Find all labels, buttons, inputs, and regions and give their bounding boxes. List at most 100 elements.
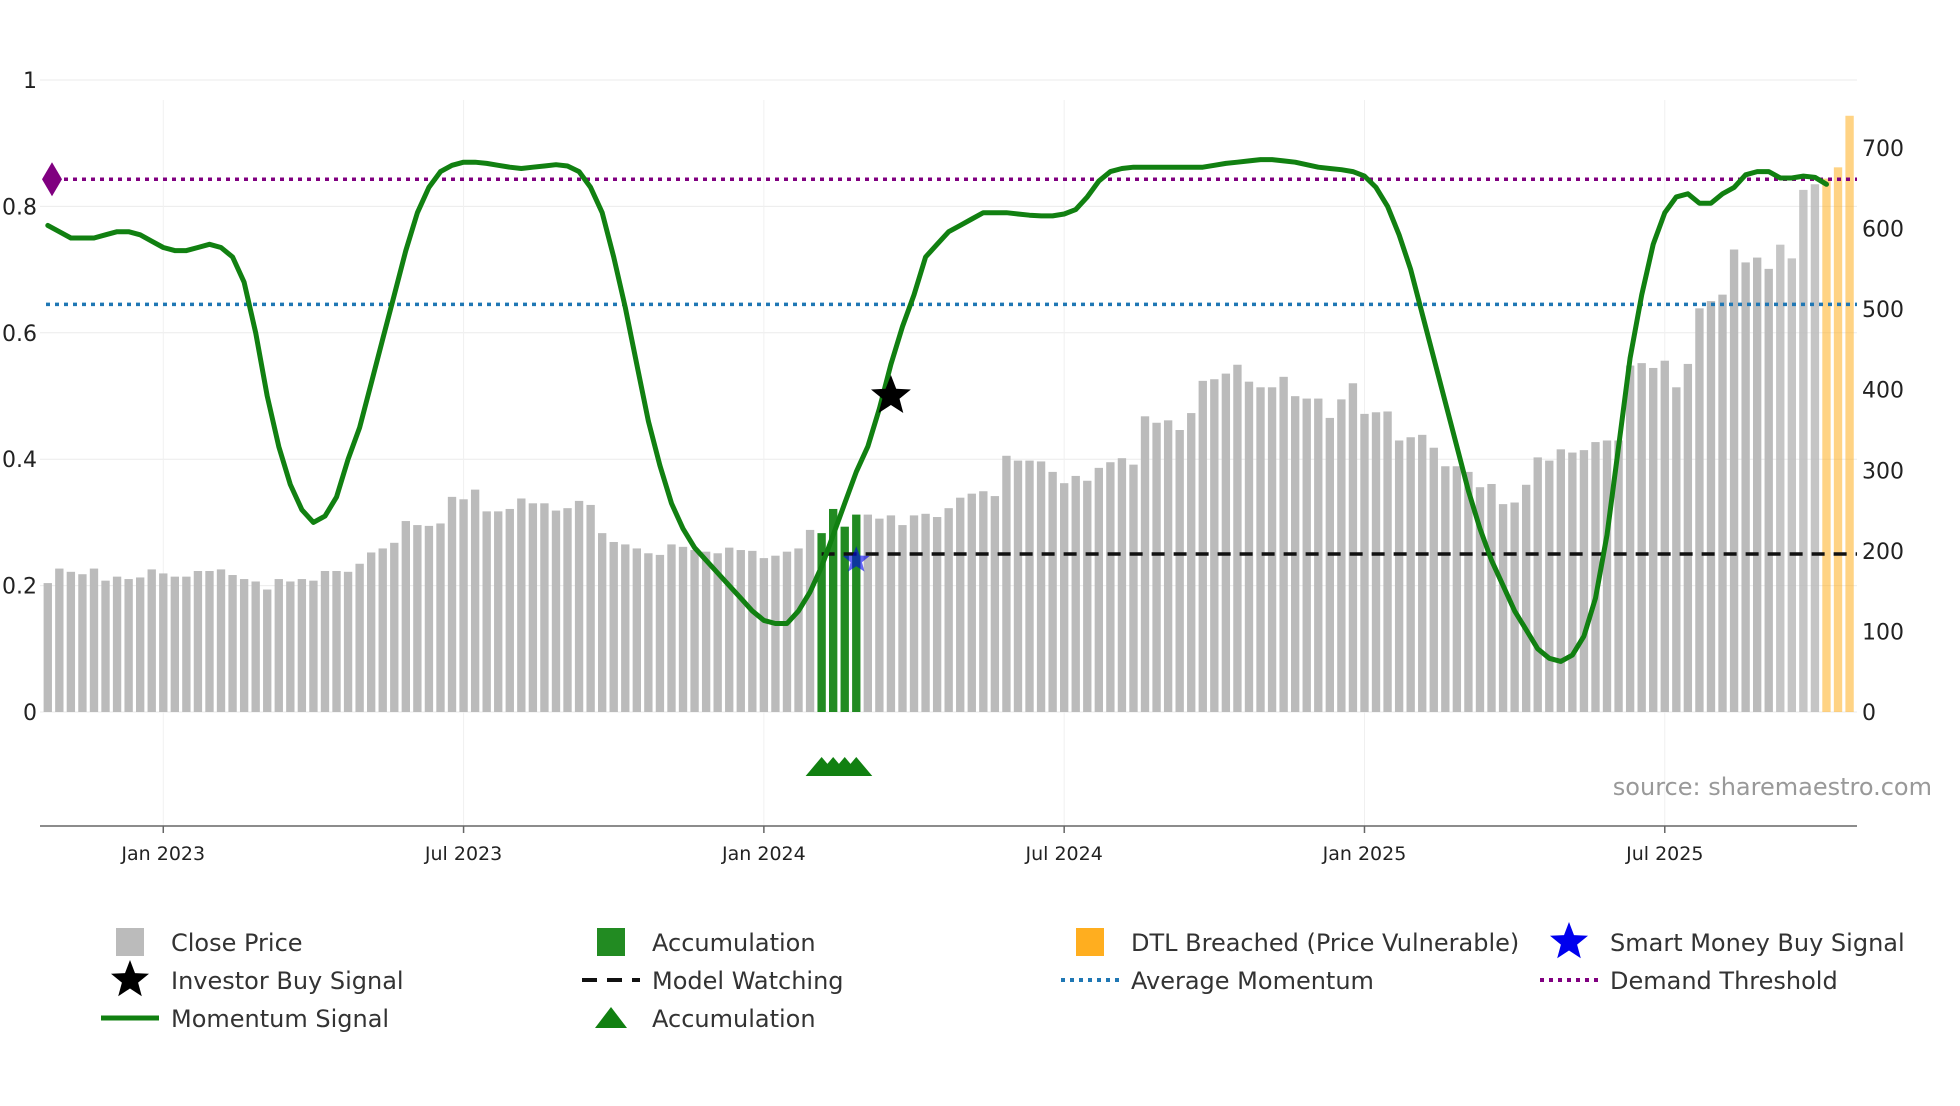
close-price-bar <box>205 571 214 712</box>
close-price-bar <box>1568 452 1577 712</box>
close-price-bar <box>1013 460 1023 712</box>
legend-star-icon <box>111 960 149 997</box>
grid-layer <box>40 79 1857 826</box>
close-price-bar <box>89 568 99 712</box>
legend-item-accum-bar: Accumulation <box>597 928 816 957</box>
close-price-bar <box>286 581 295 712</box>
legend-swatch <box>1076 928 1104 956</box>
close-price-bar <box>540 503 549 712</box>
right-axis-tick-label: 100 <box>1862 620 1904 645</box>
close-price-bar <box>886 515 896 712</box>
close-price-bar <box>482 511 491 712</box>
source-label: source: sharemaestro.com <box>1613 773 1932 801</box>
right-axis-tick-label: 300 <box>1862 459 1904 484</box>
close-price-bar <box>1337 399 1346 712</box>
close-price-bar <box>1464 471 1473 712</box>
close-price-bar <box>1764 268 1773 712</box>
close-price-bar <box>956 497 965 712</box>
close-price-bar <box>124 579 133 712</box>
close-price-bar <box>725 547 734 712</box>
legend-triangle-icon <box>595 1007 627 1028</box>
close-price-bar <box>1429 447 1438 712</box>
close-price-bar <box>251 581 260 712</box>
close-price-bar <box>1025 460 1034 712</box>
close-price-bar <box>1094 467 1103 712</box>
x-axis-tick-label: Jul 2024 <box>1025 843 1103 865</box>
close-price-bar <box>1602 440 1612 712</box>
legend-label: Close Price <box>171 929 303 957</box>
close-price-bar <box>909 515 919 712</box>
close-price-bar <box>1187 413 1196 712</box>
close-price-bar <box>470 489 480 712</box>
close-price-bar <box>1533 457 1542 712</box>
legend-label: Average Momentum <box>1131 967 1374 995</box>
close-price-bar <box>297 579 307 712</box>
dtl-breached-bar <box>1845 115 1854 713</box>
close-price-bar <box>101 580 110 712</box>
close-price-bar <box>748 550 757 712</box>
legend: Close Price Accumulation DTL Breached (Pri… <box>101 922 1905 1033</box>
close-price-bar <box>517 498 526 712</box>
close-price-bar <box>1545 460 1554 712</box>
close-price-bar <box>1441 466 1450 712</box>
x-axis-tick-label: Jan 2023 <box>120 843 205 865</box>
close-price-bar <box>586 504 595 712</box>
close-price-bar <box>1394 440 1404 712</box>
close-price-bar <box>1741 262 1750 712</box>
right-axis-tick-label: 200 <box>1862 540 1904 565</box>
close-price-bar <box>1753 257 1762 712</box>
investor-buy-star <box>871 375 911 413</box>
close-price-bar <box>1267 387 1277 712</box>
close-price-bar <box>1487 483 1496 712</box>
close-price-bar <box>1060 483 1069 712</box>
legend-item-demand: Demand Threshold <box>1540 967 1838 995</box>
close-price-bar <box>574 500 584 712</box>
close-price-bar <box>413 525 422 712</box>
close-price-bar <box>1649 367 1658 712</box>
close-price-bar <box>228 575 237 712</box>
legend-item-watching: Model Watching <box>582 967 844 995</box>
close-price-bar <box>274 579 283 712</box>
close-price-bar <box>1498 504 1508 712</box>
close-price-bar <box>921 513 930 712</box>
accumulation-bar <box>817 533 826 712</box>
close-price-bar <box>1175 430 1184 712</box>
close-price-bar <box>343 571 353 712</box>
close-price-bar <box>78 574 87 712</box>
close-price-bar <box>1279 376 1288 712</box>
close-price-bar <box>216 569 226 712</box>
legend-label: DTL Breached (Price Vulnerable) <box>1131 929 1519 957</box>
close-price-bar <box>1256 387 1265 712</box>
right-axis-tick-label: 400 <box>1862 379 1904 404</box>
close-price-bar <box>320 571 330 712</box>
close-price-bar <box>898 525 907 712</box>
close-price-bar <box>1637 363 1646 712</box>
close-price-bar <box>701 551 711 712</box>
close-price-bar <box>424 525 434 712</box>
close-price-bar <box>1233 364 1242 712</box>
dtl-breached-bar <box>1822 178 1831 713</box>
close-price-bar <box>1348 383 1358 712</box>
close-price-bar <box>193 571 203 712</box>
close-price-bar <box>771 555 780 712</box>
legend-item-accum-tri: Accumulation <box>595 1005 816 1033</box>
close-price-bar <box>367 552 376 712</box>
close-price-bar <box>1475 487 1485 712</box>
close-price-bar <box>494 511 503 712</box>
close-price-bar <box>1452 466 1462 712</box>
smart-money-buy-star <box>843 546 870 572</box>
close-price-bar <box>1718 294 1727 712</box>
legend-item-close: Close Price <box>116 928 303 957</box>
close-price-bar <box>1210 379 1219 712</box>
legend-item-dtl: DTL Breached (Price Vulnerable) <box>1076 928 1519 957</box>
close-price-bar <box>759 558 769 712</box>
close-price-bar <box>1083 480 1092 712</box>
legend-item-investor: Investor Buy Signal <box>111 960 404 997</box>
right-axis-tick-label: 600 <box>1862 218 1904 243</box>
left-axis-tick-label: 0.4 <box>2 448 37 473</box>
close-price-bar <box>967 493 976 712</box>
close-price-bar <box>609 541 618 712</box>
close-price-bar <box>1810 184 1820 712</box>
close-price-bar <box>1360 413 1369 712</box>
